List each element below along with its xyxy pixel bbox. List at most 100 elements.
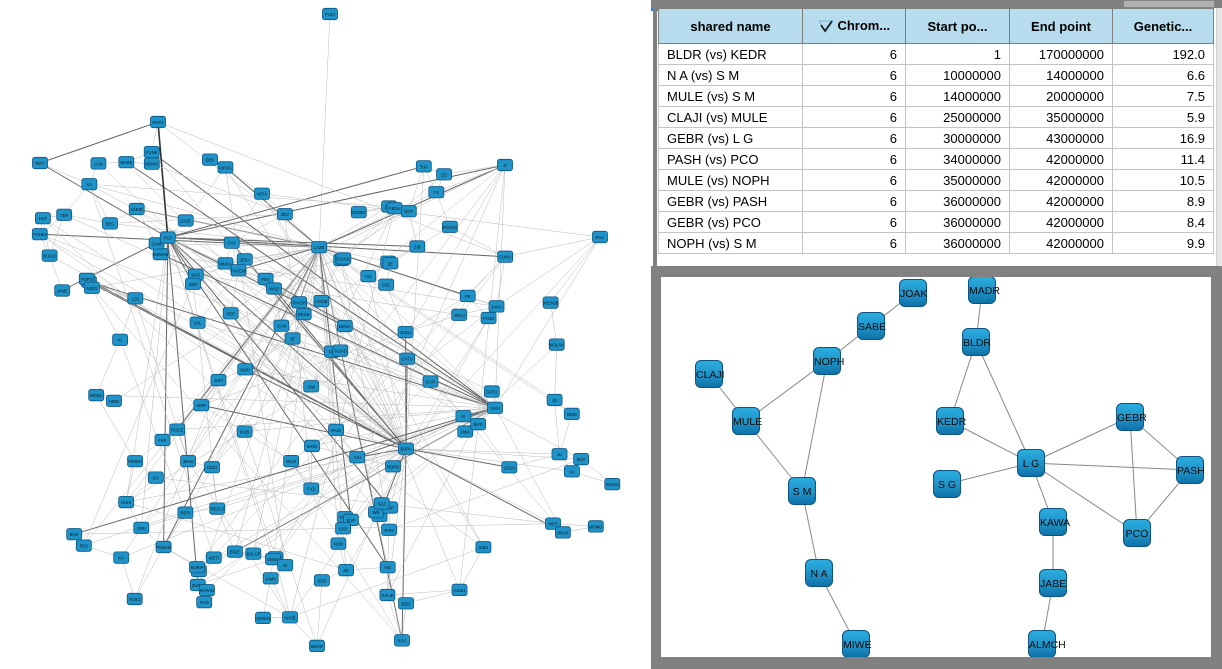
svg-text:MILO: MILO xyxy=(286,459,297,464)
svg-text:NORO: NORO xyxy=(387,464,400,469)
svg-text:TOSO: TOSO xyxy=(129,597,142,602)
svg-text:KO: KO xyxy=(153,476,160,481)
svg-text:POJO: POJO xyxy=(483,316,495,321)
svg-text:KUB: KUB xyxy=(240,430,249,435)
svg-text:DATU: DATU xyxy=(486,390,497,395)
svg-text:WUVI: WUVI xyxy=(557,530,568,535)
svg-text:WAP: WAP xyxy=(197,403,207,408)
svg-text:GALIK: GALIK xyxy=(381,593,394,598)
svg-text:PALI: PALI xyxy=(596,235,605,240)
svg-text:PAFEW: PAFEW xyxy=(231,268,246,273)
svg-text:JEHU: JEHU xyxy=(183,459,194,464)
svg-text:SIBU: SIBU xyxy=(479,545,489,550)
svg-text:HUHI: HUHI xyxy=(121,500,131,505)
svg-text:ROT: ROT xyxy=(36,161,45,166)
svg-text:TOHEJ: TOHEJ xyxy=(33,232,47,237)
svg-text:FUKI: FUKI xyxy=(325,12,335,17)
svg-text:VEMU: VEMU xyxy=(267,557,279,562)
svg-text:BUGO: BUGO xyxy=(43,254,56,259)
svg-text:DI: DI xyxy=(283,563,287,568)
svg-text:CESU: CESU xyxy=(454,588,466,593)
svg-text:FAR: FAR xyxy=(158,438,166,443)
svg-text:NOH: NOH xyxy=(241,367,250,372)
svg-text:VUSI: VUSI xyxy=(490,406,500,411)
svg-text:JO: JO xyxy=(552,398,558,403)
svg-text:TAJAD: TAJAD xyxy=(334,349,347,354)
svg-text:ZER: ZER xyxy=(189,282,197,287)
svg-text:ZE: ZE xyxy=(388,261,394,266)
svg-text:KAP: KAP xyxy=(339,526,348,531)
svg-text:BUT: BUT xyxy=(577,457,586,462)
svg-text:KA: KA xyxy=(87,182,93,187)
svg-text:BOK: BOK xyxy=(70,532,79,537)
svg-text:PE: PE xyxy=(465,294,471,299)
svg-text:MIDE: MIDE xyxy=(567,412,578,417)
svg-text:WAD: WAD xyxy=(269,287,279,292)
svg-text:TEF: TEF xyxy=(60,213,68,218)
svg-text:LAZE: LAZE xyxy=(314,245,325,250)
svg-text:FEDA: FEDA xyxy=(389,206,400,211)
svg-text:RAPAN: RAPAN xyxy=(200,588,214,593)
svg-text:HO: HO xyxy=(385,565,392,570)
svg-text:NOLAN: NOLAN xyxy=(549,343,563,348)
svg-text:KUP: KUP xyxy=(347,518,356,523)
svg-text:JAVU: JAVU xyxy=(491,304,501,309)
svg-text:NENIS: NENIS xyxy=(145,162,158,167)
svg-text:HOWOL: HOWOL xyxy=(255,616,271,621)
svg-text:ZE: ZE xyxy=(343,568,349,573)
svg-text:SAZ: SAZ xyxy=(378,501,387,506)
svg-text:WOG: WOG xyxy=(307,444,317,449)
svg-text:NUN: NUN xyxy=(334,542,343,547)
svg-text:GAN: GAN xyxy=(277,324,286,329)
svg-text:FI: FI xyxy=(118,338,122,343)
svg-text:GAV: GAV xyxy=(227,241,236,246)
svg-text:COL: COL xyxy=(382,283,391,288)
svg-text:HUT: HUT xyxy=(39,216,48,221)
svg-text:BED: BED xyxy=(402,601,411,606)
svg-text:VABID: VABID xyxy=(131,207,143,212)
svg-text:JUGU: JUGU xyxy=(400,330,411,335)
svg-text:JOVU: JOVU xyxy=(454,313,465,318)
svg-text:KA: KA xyxy=(118,556,124,561)
svg-text:ZEV: ZEV xyxy=(281,212,289,217)
svg-text:WETI: WETI xyxy=(209,556,219,561)
svg-text:TAC: TAC xyxy=(364,274,372,279)
svg-text:MENA: MENA xyxy=(339,324,351,329)
svg-text:VIPUG: VIPUG xyxy=(219,165,232,170)
svg-text:DEK: DEK xyxy=(206,158,215,163)
svg-text:TUF: TUF xyxy=(420,164,429,169)
svg-text:PIVOH: PIVOH xyxy=(293,300,306,305)
svg-text:NIGO: NIGO xyxy=(87,286,98,291)
svg-text:FEV: FEV xyxy=(262,277,270,282)
svg-text:WITA: WITA xyxy=(257,192,267,197)
svg-text:NUFA: NUFA xyxy=(152,120,163,125)
svg-text:RAM: RAM xyxy=(384,528,394,533)
svg-text:REZAJ: REZAJ xyxy=(211,507,224,512)
svg-text:LOSU: LOSU xyxy=(504,465,515,470)
svg-text:BATI: BATI xyxy=(474,422,483,427)
svg-text:BUPA: BUPA xyxy=(400,447,411,452)
svg-text:DOT: DOT xyxy=(404,209,413,214)
svg-text:LOJ: LOJ xyxy=(131,296,139,301)
svg-text:LUN: LUN xyxy=(94,161,102,166)
svg-text:ROCE: ROCE xyxy=(171,428,183,433)
svg-text:RAD: RAD xyxy=(200,600,209,605)
svg-text:POFO: POFO xyxy=(81,277,94,282)
svg-text:JE: JE xyxy=(290,337,295,342)
svg-text:WAF: WAF xyxy=(191,273,201,278)
svg-text:WEHUB: WEHUB xyxy=(543,301,559,306)
svg-text:JI: JI xyxy=(503,163,506,168)
svg-text:FIGI: FIGI xyxy=(307,487,315,492)
svg-text:WUVO: WUVO xyxy=(606,482,620,487)
svg-text:CUVUL: CUVUL xyxy=(336,257,351,262)
svg-text:HIBO: HIBO xyxy=(109,399,120,404)
svg-text:WE: WE xyxy=(373,510,380,515)
svg-text:WEP: WEP xyxy=(548,522,558,527)
svg-text:PAJE: PAJE xyxy=(331,428,341,433)
svg-text:DALUF: DALUF xyxy=(246,552,260,557)
svg-text:CIH: CIH xyxy=(354,455,361,460)
svg-text:CUHU: CUHU xyxy=(499,255,511,260)
svg-text:VA: VA xyxy=(569,469,574,474)
svg-text:JIWA: JIWA xyxy=(460,430,470,435)
svg-text:JUPI: JUPI xyxy=(214,378,223,383)
